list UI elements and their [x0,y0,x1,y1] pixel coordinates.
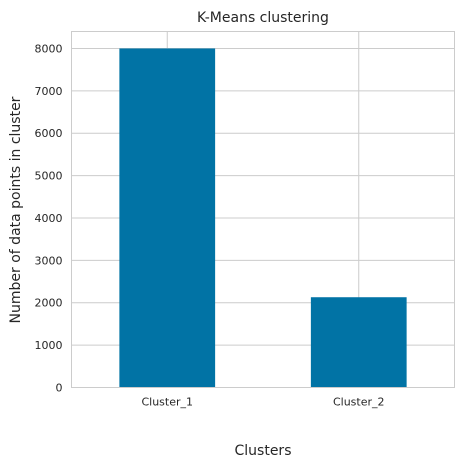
y-tick-label: 0 [56,382,63,395]
x-axis-label: Clusters [235,443,292,459]
y-tick-label: 3000 [35,254,63,267]
y-tick-label: 1000 [35,339,63,352]
bar-cluster-1 [119,48,216,388]
plot-frame [71,31,455,388]
x-tick-label: Cluster_2 [333,396,385,409]
y-tick-label: 8000 [35,42,63,55]
y-tick-label: 7000 [35,85,63,98]
bars [119,48,407,388]
y-tick-label: 2000 [35,297,63,310]
chart-title: K-Means clustering [197,10,329,26]
y-axis-label: Number of data points in cluster [8,96,24,323]
bar-cluster-2 [310,297,407,388]
y-tick-label: 4000 [35,212,63,225]
y-tick-label: 6000 [35,127,63,140]
y-tick-label: 5000 [35,170,63,183]
x-tick-labels: Cluster_1 Cluster_2 [141,396,384,409]
x-tick-label: Cluster_1 [141,396,193,409]
y-tick-labels: 0 1000 2000 3000 4000 5000 6000 7000 8000 [35,42,63,394]
